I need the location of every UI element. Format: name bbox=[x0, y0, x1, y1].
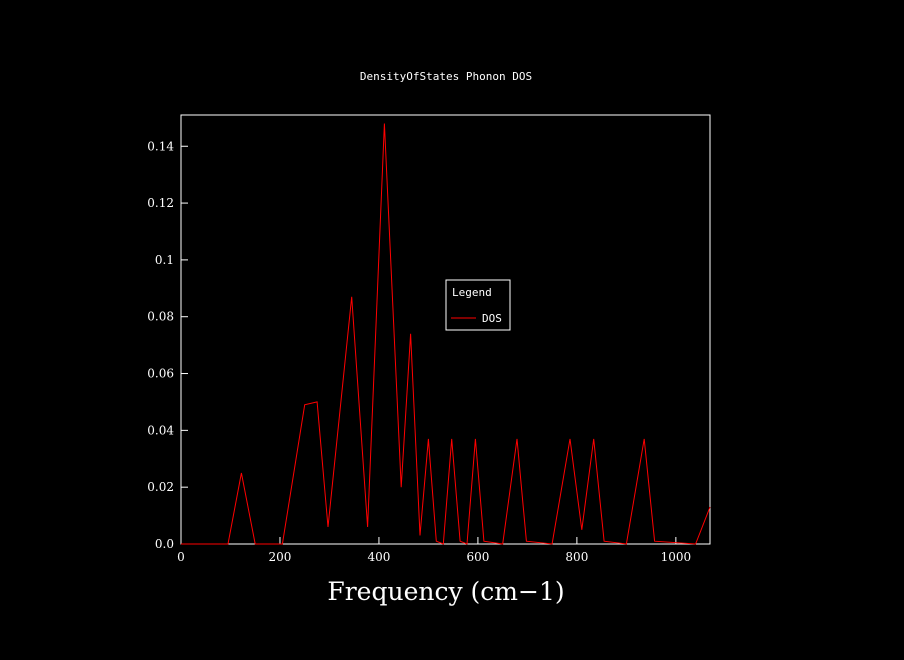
x-tick-label: 0 bbox=[177, 550, 185, 564]
y-tick-label: 0.06 bbox=[147, 367, 174, 381]
x-axis-ticks: 0 200 400 600 800 1000 bbox=[177, 537, 691, 564]
plot-frame bbox=[180, 114, 711, 545]
dos-line bbox=[181, 123, 711, 545]
legend-entry-label: DOS bbox=[482, 312, 502, 325]
x-tick-label: 400 bbox=[367, 550, 390, 564]
y-tick-label: 0.02 bbox=[147, 480, 174, 494]
x-tick-label: 200 bbox=[269, 550, 292, 564]
y-tick-label: 0.12 bbox=[147, 196, 174, 210]
x-tick-label: 600 bbox=[466, 550, 489, 564]
y-tick-label: 0.14 bbox=[147, 139, 174, 153]
y-tick-label: 0.1 bbox=[155, 253, 174, 267]
x-tick-label: 1000 bbox=[661, 550, 692, 564]
legend-title: Legend bbox=[452, 286, 492, 299]
legend-box: Legend DOS bbox=[445, 279, 511, 331]
x-axis-label: Frequency (cm−1) bbox=[327, 577, 564, 606]
y-axis-ticks: 0.0 0.02 0.04 0.06 0.08 0.1 0.12 0.14 bbox=[147, 139, 188, 551]
y-tick-label: 0.08 bbox=[147, 310, 174, 324]
chart-title: DensityOfStates Phonon DOS bbox=[360, 70, 532, 83]
y-tick-label: 0.04 bbox=[147, 423, 174, 437]
legend-frame bbox=[445, 279, 511, 331]
y-tick-label: 0.0 bbox=[155, 537, 174, 551]
x-tick-label: 800 bbox=[565, 550, 588, 564]
